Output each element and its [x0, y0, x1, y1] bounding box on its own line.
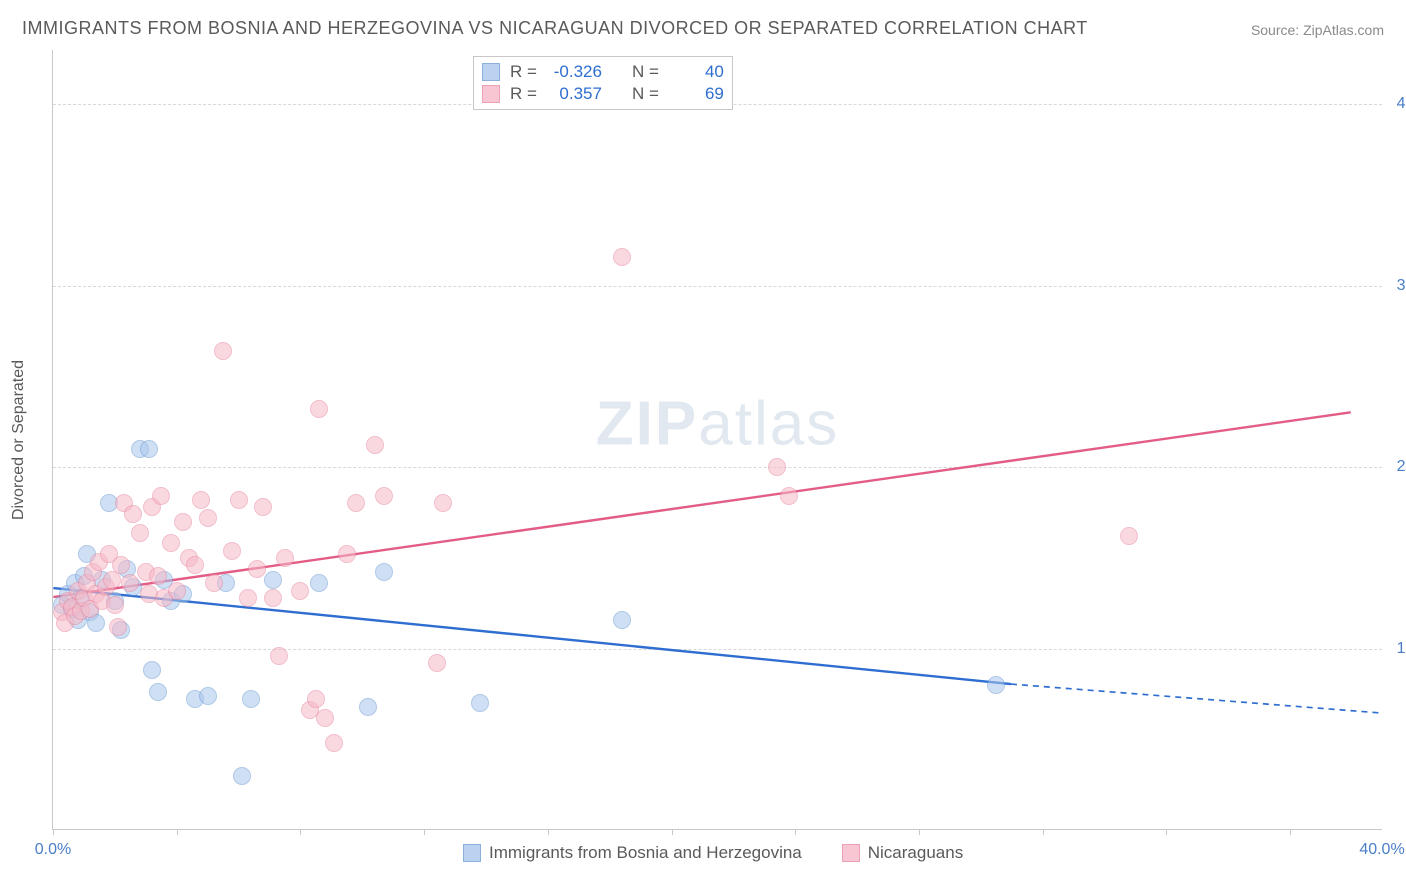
x-tick	[919, 829, 920, 835]
scatter-point-bosnia	[199, 687, 217, 705]
scatter-point-nicaraguans	[248, 560, 266, 578]
scatter-point-bosnia	[140, 440, 158, 458]
scatter-point-nicaraguans	[121, 574, 139, 592]
x-tick	[177, 829, 178, 835]
x-tick	[1043, 829, 1044, 835]
x-tick-label-right: 40.0%	[1359, 841, 1404, 859]
scatter-point-nicaraguans	[338, 545, 356, 563]
scatter-point-nicaraguans	[780, 487, 798, 505]
scatter-point-nicaraguans	[325, 734, 343, 752]
scatter-point-nicaraguans	[109, 618, 127, 636]
scatter-point-nicaraguans	[131, 524, 149, 542]
x-tick	[548, 829, 549, 835]
scatter-point-nicaraguans	[174, 513, 192, 531]
scatter-point-bosnia	[471, 694, 489, 712]
scatter-point-nicaraguans	[428, 654, 446, 672]
stats-row-bosnia: R = -0.326 N = 40	[482, 61, 724, 83]
scatter-point-nicaraguans	[186, 556, 204, 574]
trend-lines	[53, 50, 1382, 829]
y-tick-label: 10.0%	[1397, 640, 1406, 658]
chart-title: IMMIGRANTS FROM BOSNIA AND HERZEGOVINA V…	[22, 18, 1088, 39]
scatter-point-bosnia	[143, 661, 161, 679]
scatter-point-nicaraguans	[168, 582, 186, 600]
x-tick	[795, 829, 796, 835]
source-attribution: Source: ZipAtlas.com	[1251, 22, 1384, 38]
plot-area: Divorced or Separated ZIPatlas 10.0%20.0…	[52, 50, 1382, 830]
stats-legend: R = -0.326 N = 40 R = 0.357 N = 69	[473, 56, 733, 110]
scatter-point-bosnia	[987, 676, 1005, 694]
scatter-point-nicaraguans	[366, 436, 384, 454]
trendline-bosnia-extrapolated	[1011, 684, 1382, 713]
scatter-point-nicaraguans	[223, 542, 241, 560]
scatter-point-nicaraguans	[291, 582, 309, 600]
scatter-point-nicaraguans	[254, 498, 272, 516]
x-tick	[424, 829, 425, 835]
scatter-point-nicaraguans	[112, 556, 130, 574]
gridline	[53, 649, 1382, 650]
watermark: ZIPatlas	[596, 388, 839, 459]
legend-item-bosnia: Immigrants from Bosnia and Herzegovina	[463, 843, 802, 863]
swatch-bosnia	[482, 63, 500, 81]
stats-row-nicaraguans: R = 0.357 N = 69	[482, 83, 724, 105]
x-tick	[1166, 829, 1167, 835]
scatter-point-nicaraguans	[124, 505, 142, 523]
legend-item-nicaraguans: Nicaraguans	[842, 843, 963, 863]
scatter-point-nicaraguans	[149, 567, 167, 585]
scatter-point-nicaraguans	[214, 342, 232, 360]
x-tick	[53, 829, 54, 835]
chart-container: IMMIGRANTS FROM BOSNIA AND HERZEGOVINA V…	[0, 0, 1406, 892]
scatter-point-bosnia	[310, 574, 328, 592]
scatter-point-nicaraguans	[264, 589, 282, 607]
scatter-point-bosnia	[242, 690, 260, 708]
scatter-point-nicaraguans	[1120, 527, 1138, 545]
scatter-point-bosnia	[149, 683, 167, 701]
scatter-point-nicaraguans	[613, 248, 631, 266]
x-tick-label-left: 0.0%	[35, 841, 71, 859]
scatter-point-bosnia	[233, 767, 251, 785]
scatter-point-bosnia	[375, 563, 393, 581]
scatter-point-nicaraguans	[375, 487, 393, 505]
scatter-point-bosnia	[359, 698, 377, 716]
swatch-nicaraguans	[482, 85, 500, 103]
scatter-point-bosnia	[613, 611, 631, 629]
scatter-point-nicaraguans	[310, 400, 328, 418]
x-tick	[300, 829, 301, 835]
x-tick	[672, 829, 673, 835]
scatter-point-nicaraguans	[307, 690, 325, 708]
y-axis-label: Divorced or Separated	[10, 359, 28, 519]
scatter-point-bosnia	[264, 571, 282, 589]
scatter-point-nicaraguans	[199, 509, 217, 527]
y-tick-label: 30.0%	[1397, 277, 1406, 295]
scatter-point-nicaraguans	[106, 596, 124, 614]
scatter-point-nicaraguans	[230, 491, 248, 509]
gridline	[53, 467, 1382, 468]
swatch-nicaraguans-icon	[842, 844, 860, 862]
scatter-point-nicaraguans	[239, 589, 257, 607]
gridline	[53, 286, 1382, 287]
scatter-point-nicaraguans	[347, 494, 365, 512]
x-tick	[1290, 829, 1291, 835]
y-tick-label: 20.0%	[1397, 458, 1406, 476]
scatter-point-nicaraguans	[270, 647, 288, 665]
swatch-bosnia-icon	[463, 844, 481, 862]
bottom-legend: Immigrants from Bosnia and Herzegovina N…	[463, 843, 963, 863]
scatter-point-nicaraguans	[162, 534, 180, 552]
scatter-point-nicaraguans	[768, 458, 786, 476]
scatter-point-nicaraguans	[434, 494, 452, 512]
y-tick-label: 40.0%	[1397, 95, 1406, 113]
scatter-point-nicaraguans	[192, 491, 210, 509]
scatter-point-nicaraguans	[316, 709, 334, 727]
trendline-bosnia	[53, 588, 1011, 684]
scatter-point-nicaraguans	[152, 487, 170, 505]
scatter-point-nicaraguans	[276, 549, 294, 567]
scatter-point-nicaraguans	[205, 574, 223, 592]
